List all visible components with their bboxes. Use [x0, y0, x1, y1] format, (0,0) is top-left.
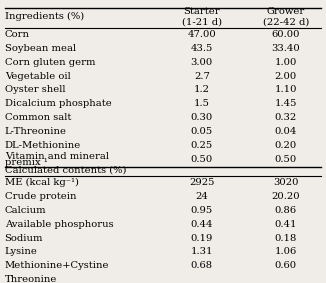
Text: Methionine+Cystine: Methionine+Cystine: [5, 261, 109, 270]
Text: Common salt: Common salt: [5, 113, 71, 122]
Text: 0.25: 0.25: [191, 141, 213, 150]
Text: Sodium: Sodium: [5, 233, 43, 243]
Text: Dicalcium phosphate: Dicalcium phosphate: [5, 99, 111, 108]
Text: 1.45: 1.45: [274, 99, 297, 108]
Text: Starter
(1-21 d): Starter (1-21 d): [182, 7, 222, 26]
Text: Threonine: Threonine: [5, 275, 57, 283]
Text: 0.18: 0.18: [274, 233, 297, 243]
Text: premix ¹: premix ¹: [5, 158, 47, 167]
Text: 43.5: 43.5: [191, 44, 213, 53]
Text: 24: 24: [195, 192, 208, 201]
Text: 3.00: 3.00: [191, 58, 213, 67]
Text: 2925: 2925: [189, 178, 215, 187]
Text: L-Threonine: L-Threonine: [5, 127, 67, 136]
Text: Grower
(22-42 d): Grower (22-42 d): [263, 7, 309, 26]
Text: 1.00: 1.00: [274, 58, 297, 67]
Text: 0.86: 0.86: [275, 206, 297, 215]
Text: 0.05: 0.05: [191, 127, 213, 136]
Text: 0.68: 0.68: [191, 261, 213, 270]
Text: 0.19: 0.19: [191, 233, 213, 243]
Text: DL-Methionine: DL-Methionine: [5, 141, 81, 150]
Text: 1.10: 1.10: [274, 85, 297, 95]
Text: Crude protein: Crude protein: [5, 192, 76, 201]
Text: Calculated contents (%): Calculated contents (%): [5, 165, 126, 174]
Text: 1.06: 1.06: [275, 247, 297, 256]
Text: 0.20: 0.20: [275, 141, 297, 150]
Text: 0.30: 0.30: [191, 113, 213, 122]
Text: Lysine: Lysine: [5, 247, 37, 256]
Text: 0.50: 0.50: [191, 155, 213, 164]
Text: Soybean meal: Soybean meal: [5, 44, 76, 53]
Text: 3020: 3020: [273, 178, 299, 187]
Text: Calcium: Calcium: [5, 206, 46, 215]
Text: Available phosphorus: Available phosphorus: [5, 220, 113, 229]
Text: 47.00: 47.00: [187, 30, 216, 39]
Text: 60.00: 60.00: [272, 30, 300, 39]
Text: Vitamin and mineral: Vitamin and mineral: [5, 152, 109, 161]
Text: 0.32: 0.32: [275, 113, 297, 122]
Text: ME (kcal kg⁻¹): ME (kcal kg⁻¹): [5, 178, 79, 187]
Text: 0.04: 0.04: [274, 127, 297, 136]
Text: 0.50: 0.50: [275, 155, 297, 164]
Text: 20.20: 20.20: [272, 192, 300, 201]
Text: Corn gluten germ: Corn gluten germ: [5, 58, 95, 67]
Text: 1.2: 1.2: [194, 85, 210, 95]
Text: 1.31: 1.31: [190, 247, 213, 256]
Text: 2.7: 2.7: [194, 72, 210, 81]
Text: Oyster shell: Oyster shell: [5, 85, 65, 95]
Text: Ingredients (%): Ingredients (%): [5, 12, 84, 21]
Text: 0.44: 0.44: [190, 220, 213, 229]
Text: 2.00: 2.00: [275, 72, 297, 81]
Text: 0.95: 0.95: [191, 206, 213, 215]
Text: 1.5: 1.5: [194, 99, 210, 108]
Text: Corn: Corn: [5, 30, 30, 39]
Text: 0.41: 0.41: [274, 220, 297, 229]
Text: Vegetable oil: Vegetable oil: [5, 72, 70, 81]
Text: 33.40: 33.40: [272, 44, 300, 53]
Text: 0.60: 0.60: [275, 261, 297, 270]
